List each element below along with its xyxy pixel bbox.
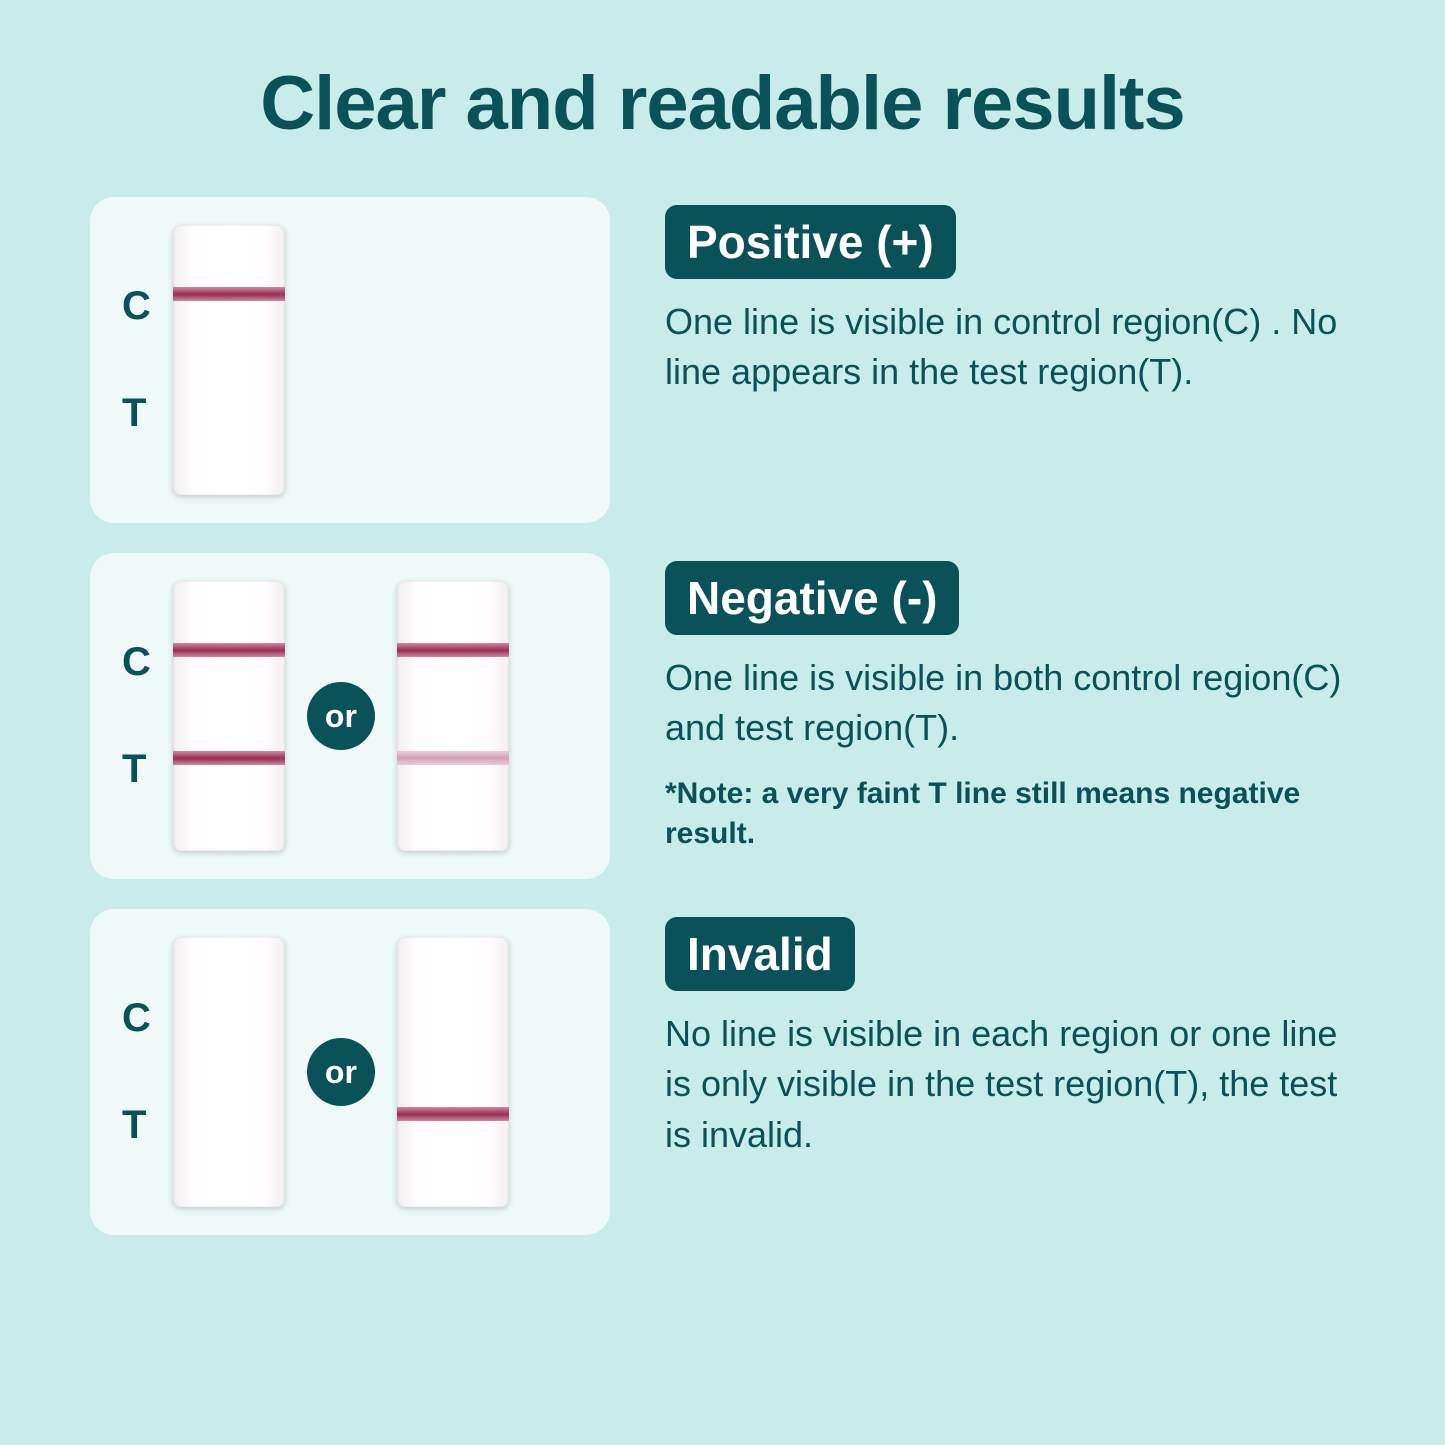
description-invalid: Invalid No line is visible in each regio… bbox=[665, 909, 1355, 1160]
label-t: T bbox=[122, 1103, 151, 1148]
description-positive: Positive (+) One line is visible in cont… bbox=[665, 197, 1355, 398]
result-badge-invalid: Invalid bbox=[665, 917, 855, 991]
ct-labels: C T bbox=[122, 640, 151, 792]
test-strip bbox=[173, 581, 285, 851]
result-body-positive: One line is visible in control region(C)… bbox=[665, 297, 1355, 398]
result-body-invalid: No line is visible in each region or one… bbox=[665, 1009, 1355, 1160]
label-c: C bbox=[122, 640, 151, 685]
strip-card-positive: C T bbox=[90, 197, 610, 523]
description-negative: Negative (-) One line is visible in both… bbox=[665, 553, 1355, 855]
ct-labels: C T bbox=[122, 996, 151, 1148]
label-t: T bbox=[122, 391, 151, 436]
result-row-invalid: C T or Invalid No line is visible in eac… bbox=[90, 909, 1355, 1235]
or-badge: or bbox=[307, 1038, 375, 1106]
results-container: C T Positive (+) One line is visible in … bbox=[90, 197, 1355, 1235]
control-line-icon bbox=[173, 287, 285, 301]
label-c: C bbox=[122, 284, 151, 329]
control-line-icon bbox=[173, 643, 285, 657]
control-line-icon bbox=[397, 643, 509, 657]
strip-card-negative: C T or bbox=[90, 553, 610, 879]
strip-card-invalid: C T or bbox=[90, 909, 610, 1235]
test-line-faint-icon bbox=[397, 751, 509, 765]
test-strip bbox=[173, 225, 285, 495]
page-title: Clear and readable results bbox=[90, 60, 1355, 147]
result-badge-negative: Negative (-) bbox=[665, 561, 959, 635]
label-t: T bbox=[122, 747, 151, 792]
or-badge: or bbox=[307, 682, 375, 750]
result-row-positive: C T Positive (+) One line is visible in … bbox=[90, 197, 1355, 523]
test-strip bbox=[397, 581, 509, 851]
result-note-negative: *Note: a very faint T line still means n… bbox=[665, 774, 1355, 855]
result-badge-positive: Positive (+) bbox=[665, 205, 956, 279]
result-body-negative: One line is visible in both control regi… bbox=[665, 653, 1355, 754]
result-row-negative: C T or Negative (-) One line is visible … bbox=[90, 553, 1355, 879]
test-strip-blank bbox=[173, 937, 285, 1207]
test-line-icon bbox=[173, 751, 285, 765]
test-strip bbox=[397, 937, 509, 1207]
ct-labels: C T bbox=[122, 284, 151, 436]
test-line-icon bbox=[397, 1107, 509, 1121]
label-c: C bbox=[122, 996, 151, 1041]
